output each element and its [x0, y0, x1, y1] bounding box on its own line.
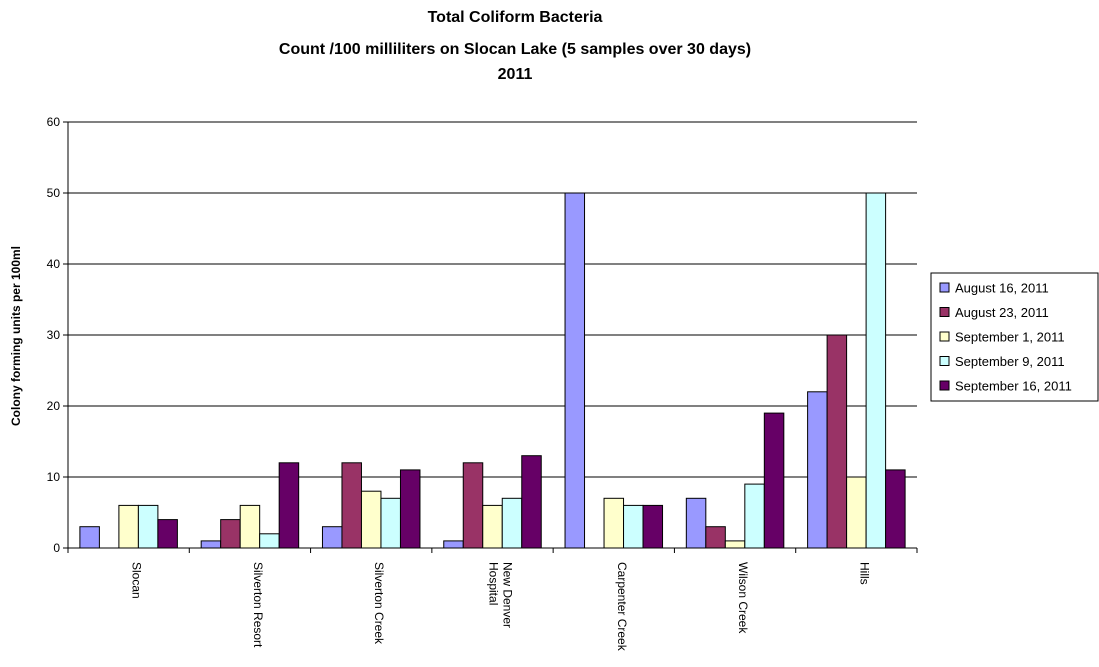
- bar: [462, 462, 484, 549]
- category-label: Silverton Creek: [372, 562, 386, 645]
- bar: [564, 192, 586, 549]
- legend-entry: August 23, 2011: [955, 305, 1049, 320]
- chart-title-line-3: 2011: [498, 66, 533, 83]
- bar: [685, 497, 707, 549]
- bar: [380, 497, 401, 549]
- legend-swatch: [939, 356, 950, 366]
- bar: [623, 504, 644, 549]
- bar: [642, 504, 664, 549]
- bar: [341, 462, 362, 549]
- category-label: Slocan: [130, 562, 144, 599]
- legend-swatch: [939, 331, 950, 342]
- bar: [137, 504, 159, 549]
- legend: August 16, 2011 August 23, 2011 September …: [930, 272, 1099, 402]
- legend-box: [930, 272, 1099, 402]
- legend-entry: September 9, 2011: [955, 354, 1065, 369]
- bar: [705, 526, 726, 549]
- bar: [807, 391, 828, 549]
- gridlines: [68, 121, 917, 478]
- legend-entry: September 16, 2011: [955, 379, 1072, 394]
- axes: [63, 121, 918, 553]
- category-label: Hospital: [487, 562, 501, 605]
- bar: [259, 533, 280, 549]
- category-label: Silverton Resort: [251, 562, 265, 648]
- bar: [724, 540, 746, 549]
- y-tick-label: 40: [47, 257, 61, 271]
- bar: [846, 476, 867, 549]
- bar: [321, 526, 343, 549]
- bar: [157, 519, 178, 549]
- y-tick-label: 60: [47, 115, 61, 129]
- y-tick-label: 0: [53, 541, 60, 555]
- y-axis-label: Colony forming units per 100ml: [9, 246, 23, 426]
- bar: [501, 497, 523, 549]
- bar: [603, 497, 625, 549]
- category-label: Hills: [857, 562, 871, 585]
- category-label: New Denver: [501, 562, 515, 628]
- bar: [118, 504, 139, 549]
- bar: [360, 490, 382, 549]
- bar: [826, 334, 848, 549]
- chart-title-line-1: Total Coliform Bacteria: [428, 9, 603, 26]
- bar: [239, 504, 261, 549]
- y-tick-label: 50: [47, 186, 61, 200]
- y-tick-label: 20: [47, 399, 61, 413]
- bar: [399, 469, 421, 549]
- bar: [763, 412, 785, 549]
- category-labels: Slocan Silverton Resort Silverton Creek New…: [130, 562, 872, 652]
- bar: [443, 540, 464, 549]
- legend-swatch: [939, 380, 950, 391]
- bar: [220, 519, 241, 549]
- y-tick-label: 30: [47, 328, 61, 342]
- bar: [278, 462, 300, 549]
- legend-swatch: [939, 307, 950, 317]
- bar: [200, 540, 222, 549]
- category-label: Wilson Creek: [736, 562, 750, 634]
- bar: [744, 483, 765, 549]
- y-tick-labels: 0 10 20 30 40 50 60: [47, 115, 61, 555]
- chart-title: Total Coliform Bacteria Count /100 milli…: [279, 9, 751, 83]
- chart-title-line-2: Count /100 milliliters on Slocan Lake (5…: [279, 41, 751, 58]
- bar: [865, 192, 887, 549]
- bar: [521, 455, 542, 549]
- bar: [79, 526, 100, 549]
- y-tick-label: 10: [47, 470, 61, 484]
- bar: [885, 469, 906, 549]
- category-label: Carpenter Creek: [615, 562, 629, 652]
- legend-entry: August 16, 2011: [955, 281, 1049, 296]
- bars: [79, 192, 906, 549]
- legend-swatch: [939, 282, 950, 293]
- legend-entry: September 1, 2011: [955, 330, 1065, 345]
- bar: [482, 504, 503, 549]
